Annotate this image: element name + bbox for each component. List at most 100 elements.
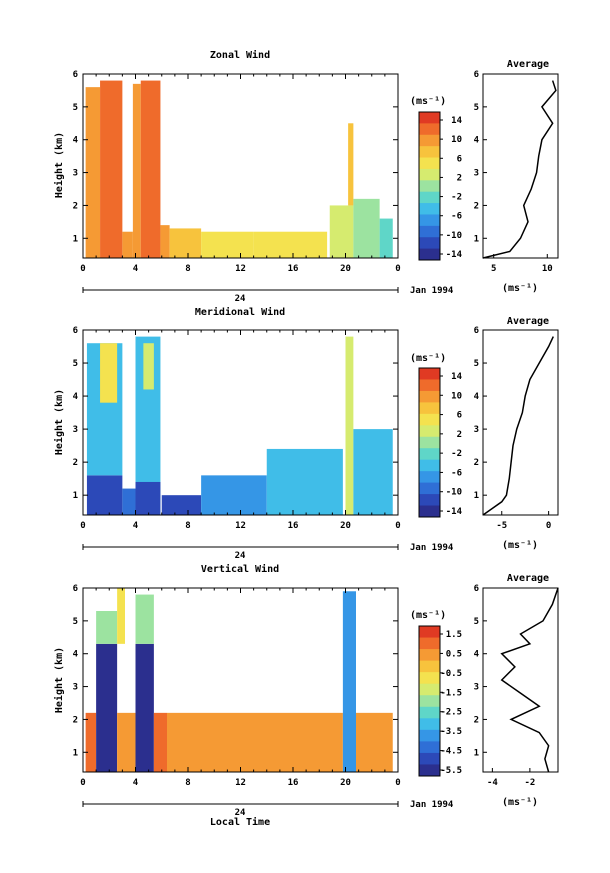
vertical-colorbar-tick-label: -3.5 xyxy=(440,727,462,737)
vertical-heatmap-cell xyxy=(135,594,154,644)
zonal-colorbar-swatch xyxy=(419,191,440,204)
zonal-average-ytick-label: 5 xyxy=(474,103,479,113)
vertical-average-ytick-label: 4 xyxy=(474,650,480,660)
vertical-average-ytick-label: 2 xyxy=(474,715,479,725)
zonal-xtick-label: 4 xyxy=(133,264,139,274)
meridional-colorbar-swatch xyxy=(419,402,440,415)
vertical-colorbar-swatch xyxy=(419,649,440,662)
vertical-xtick-label: 4 xyxy=(133,778,139,788)
vertical-ytick-label: 2 xyxy=(73,715,78,725)
meridional-average-profile-line xyxy=(482,336,554,516)
zonal-average-ytick-label: 1 xyxy=(474,234,479,244)
zonal-heatmap-cell xyxy=(353,198,380,258)
zonal-average-xtick-label: 5 xyxy=(491,264,496,274)
vertical-average-xtick-label: -2 xyxy=(524,778,535,788)
zonal-ytick-label: 4 xyxy=(73,136,79,146)
vertical-average-ytick-label: 3 xyxy=(474,683,479,693)
meridional-average-ytick-label: 1 xyxy=(474,491,479,501)
vertical-average-ytick-label: 1 xyxy=(474,748,479,758)
meridional-colorbar-tick-label: 14 xyxy=(451,372,462,382)
meridional-xtick-label: 0 xyxy=(80,521,85,531)
zonal-heatmap-cell xyxy=(379,218,393,258)
meridional-date-label: Jan 1994 xyxy=(410,543,454,553)
zonal-heatmap-cell xyxy=(329,205,354,258)
vertical-colorbar-swatch xyxy=(419,752,440,765)
meridional-colorbar-tick-label: -2 xyxy=(451,449,462,459)
zonal-height-axis-label: Height (km) xyxy=(53,132,65,198)
zonal-xtick-label: 0 xyxy=(395,264,400,274)
zonal-wind-title: Zonal Wind xyxy=(210,49,270,61)
zonal-average-ytick-label: 3 xyxy=(474,169,479,179)
zonal-colorbar-tick-label: -14 xyxy=(446,250,463,260)
vertical-average-frame xyxy=(482,587,559,773)
vertical-colorbar-swatch xyxy=(419,764,440,777)
meridional-average-title: Average xyxy=(507,316,549,327)
meridional-colorbar-swatch xyxy=(419,425,440,438)
vertical-colorbar-swatch xyxy=(419,706,440,719)
zonal-date-label: Jan 1994 xyxy=(410,286,454,296)
zonal-day-label: 24 xyxy=(235,294,246,304)
vertical-ytick-label: 3 xyxy=(73,683,78,693)
meridional-average-ytick-label: 2 xyxy=(474,458,479,468)
meridional-average-ytick-label: 5 xyxy=(474,359,479,369)
vertical-colorbar-swatch xyxy=(419,741,440,754)
zonal-wind-panel: Zonal Wind Height (km) Jan 1994 24 (ms⁻¹… xyxy=(53,49,559,304)
vertical-xtick-label: 0 xyxy=(395,778,400,788)
vertical-colorbar-swatch xyxy=(419,672,440,685)
vertical-heatmap-cell xyxy=(96,611,118,644)
meridional-colorbar-swatch xyxy=(419,505,440,518)
meridional-colorbar-swatch xyxy=(419,494,440,507)
meridional-colorbar-unit: (ms⁻¹) xyxy=(410,353,446,364)
vertical-xtick-label: 0 xyxy=(80,778,85,788)
zonal-colorbar-tick-label: 6 xyxy=(457,154,462,164)
zonal-colorbar-swatch xyxy=(419,225,440,238)
zonal-heatmap-cell xyxy=(160,225,170,258)
vertical-colorbar-tick-label: 1.5 xyxy=(446,630,462,640)
zonal-average-xlabel: (ms⁻¹) xyxy=(502,283,538,294)
meridional-ytick-label: 4 xyxy=(73,392,79,402)
zonal-colorbar-tick-label: 2 xyxy=(457,173,462,183)
meridional-average-ytick-label: 6 xyxy=(474,326,479,336)
zonal-colorbar-tick-label: -10 xyxy=(446,231,462,241)
zonal-colorbar-swatch xyxy=(419,146,440,159)
meridional-ytick-label: 2 xyxy=(73,458,78,468)
meridional-heatmap-cell xyxy=(135,481,161,515)
meridional-xtick-label: 16 xyxy=(288,521,299,531)
meridional-heatmap-cell xyxy=(345,336,354,515)
meridional-xtick-label: 4 xyxy=(133,521,139,531)
meridional-heatmap-cell xyxy=(201,475,267,515)
zonal-average-ytick-label: 2 xyxy=(474,201,479,211)
zonal-heatmap-cell xyxy=(169,228,202,258)
meridional-colorbar-swatch xyxy=(419,448,440,461)
zonal-colorbar-swatch xyxy=(419,112,440,124)
zonal-xtick-label: 0 xyxy=(80,264,85,274)
vertical-heatmap-cell xyxy=(356,712,393,772)
zonal-colorbar-swatch xyxy=(419,168,440,181)
vertical-colorbar-tick-label: -2.5 xyxy=(440,708,462,718)
meridional-heatmap-cell xyxy=(86,475,123,515)
meridional-average-xtick-label: 0 xyxy=(546,521,551,531)
local-time-axis-label: Local Time xyxy=(210,816,270,828)
meridional-heatmap-cell xyxy=(353,429,393,515)
zonal-ytick-label: 3 xyxy=(73,169,78,179)
vertical-colorbar-swatch xyxy=(419,683,440,696)
meridional-average-xlabel: (ms⁻¹) xyxy=(502,540,538,551)
vertical-ytick-label: 5 xyxy=(73,617,78,627)
vertical-xtick-label: 20 xyxy=(340,778,351,788)
zonal-heatmap-cell xyxy=(85,87,101,259)
meridional-colorbar-swatch xyxy=(419,413,440,426)
vertical-xtick-label: 8 xyxy=(185,778,190,788)
meridional-xtick-label: 12 xyxy=(235,521,246,531)
vertical-heatmap-cell xyxy=(117,588,125,644)
zonal-average-title: Average xyxy=(507,59,549,70)
vertical-wind-title: Vertical Wind xyxy=(201,563,279,575)
zonal-colorbar-tick-label: 10 xyxy=(451,135,462,145)
meridional-colorbar-swatch xyxy=(419,471,440,484)
meridional-ytick-label: 3 xyxy=(73,425,78,435)
vertical-colorbar-tick-label: 0.5 xyxy=(446,649,462,659)
zonal-heatmap-cell xyxy=(140,80,161,258)
zonal-ytick-label: 5 xyxy=(73,103,78,113)
vertical-colorbar-tick-label: -1.5 xyxy=(440,688,462,698)
meridional-ytick-label: 5 xyxy=(73,359,78,369)
